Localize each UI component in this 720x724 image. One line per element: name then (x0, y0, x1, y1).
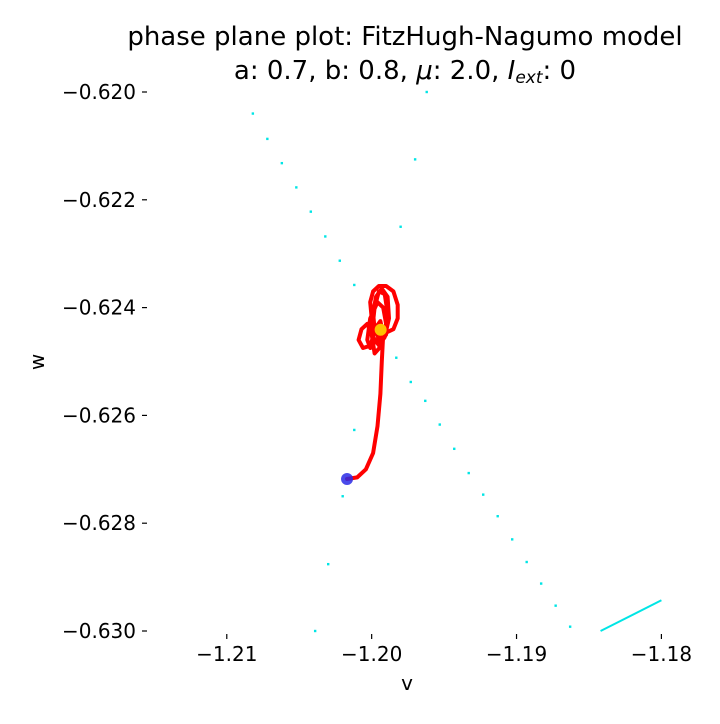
nullcline-line (600, 599, 662, 632)
y-tick-label: −0.620 (62, 80, 136, 104)
y-axis-label: w (25, 354, 49, 370)
chart-title: phase plane plot: FitzHugh-Nagumo model (127, 22, 683, 52)
nullcline-point (338, 259, 341, 262)
param-b-value: 0.8 (358, 56, 400, 86)
nullcline-point (309, 210, 313, 213)
y-tick-label: −0.630 (62, 619, 136, 643)
nullcline-point (525, 560, 528, 564)
nullcline-point (510, 538, 514, 541)
nullcline-point (413, 158, 417, 161)
param-mu-value: 2.0 (449, 56, 492, 86)
nullcline-point (496, 514, 499, 518)
param-a-label: a: (233, 56, 259, 86)
equilibrium-point-marker (374, 323, 387, 336)
nullcline-point (568, 625, 572, 628)
nullcline-point (399, 225, 402, 228)
nullcline-point (353, 428, 356, 432)
nullcline-point (266, 137, 269, 141)
nullcline-point (554, 604, 557, 607)
nullcline-point (341, 495, 344, 498)
x-axis-label: v (401, 671, 413, 695)
nullcline-point (295, 186, 298, 189)
y-tick-label: −0.628 (62, 511, 136, 535)
trajectory-group (341, 284, 400, 486)
nullcline-point (409, 380, 412, 384)
x-tick-label: −1.21 (196, 642, 257, 666)
y-tick-label: −0.626 (62, 403, 136, 427)
param-b-label: b: (324, 56, 351, 86)
start-point-marker (341, 473, 354, 486)
x-tick-label: −1.20 (341, 642, 402, 666)
y-tick-label: −0.622 (62, 188, 136, 212)
param-iext-subscript: ext (515, 68, 543, 88)
nullcline-point (453, 447, 456, 451)
nullcline-point (251, 112, 255, 115)
nullcline-point (438, 423, 441, 426)
nullcline-point (353, 283, 356, 287)
nullcline-point (324, 235, 327, 238)
nullcline-point (467, 471, 470, 475)
nullcline-point (313, 629, 317, 633)
param-a-value: 0.7 (266, 56, 309, 86)
param-iext-value: 0 (559, 56, 577, 86)
param-iext-symbol: I (507, 56, 516, 86)
nullcline-point (539, 582, 543, 585)
trajectory-line (345, 284, 400, 481)
nullcline-point (425, 90, 428, 94)
y-tick-label: −0.624 (62, 296, 136, 320)
nullcline-point (326, 562, 330, 566)
chart-subtitle: a: 0.7, b: 0.8, μ: 2.0, Iext: 0 (233, 56, 577, 88)
param-mu-symbol: μ (416, 56, 433, 86)
nullcline-point (482, 493, 485, 496)
nullcline-point (395, 356, 398, 359)
x-tick-label: −1.19 (486, 642, 547, 666)
nullcline-points (251, 90, 662, 633)
axes: −0.620 −0.622 −0.624 −0.626 −0.628 −0.630 −1.2… (62, 80, 692, 666)
nullcline-point (280, 161, 284, 165)
x-tick-label: −1.18 (631, 642, 692, 666)
nullcline-point (424, 399, 427, 403)
